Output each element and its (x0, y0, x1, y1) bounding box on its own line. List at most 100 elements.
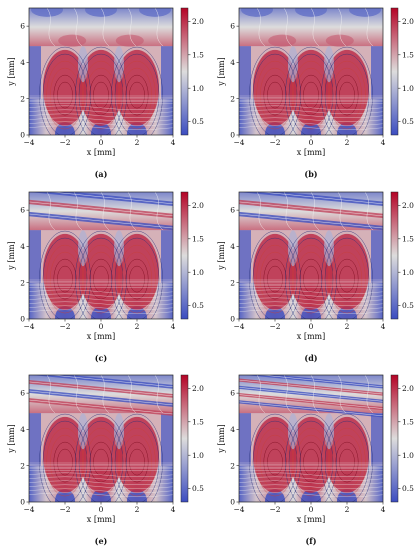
x-tick-label: 0 (309, 322, 314, 331)
y-tick-label: 2 (20, 278, 25, 287)
contour-line (252, 237, 298, 319)
contour-line (42, 53, 88, 135)
contour-line (283, 375, 293, 414)
contour-line (285, 230, 337, 319)
contour-line (154, 192, 164, 231)
contour-line (39, 230, 91, 319)
contour-line (249, 413, 301, 502)
contour-line (256, 8, 266, 47)
gap (324, 46, 334, 83)
contour-line (288, 237, 334, 319)
contour-line (324, 237, 370, 319)
contour-line (285, 46, 337, 135)
contour-line (249, 230, 301, 319)
contour-line (337, 192, 347, 231)
contour-line (29, 201, 173, 217)
gap (324, 413, 334, 450)
contour-line (154, 375, 164, 414)
contour-line (78, 420, 124, 502)
colorbar (180, 374, 189, 503)
contour-line (337, 8, 347, 47)
x-tick-label: 0 (99, 138, 104, 147)
contour-line (49, 434, 81, 490)
contour-line (29, 480, 173, 485)
upper-patch (241, 8, 273, 17)
colorbar (390, 191, 399, 320)
contour-line (321, 230, 373, 319)
x-tick-label: −2 (59, 505, 70, 514)
contour-line (339, 265, 355, 293)
contour-line (299, 441, 323, 483)
colorbar-tick-label: 1.0 (192, 84, 204, 93)
colorbar-tick-label: 1.0 (192, 268, 204, 277)
colorbar-tick-label: 2.0 (402, 201, 414, 210)
contour-line (82, 244, 120, 314)
contour-line (239, 394, 383, 409)
edge-left (29, 413, 41, 466)
y-axis-label: y [mm] (7, 424, 16, 453)
contour-line (89, 258, 113, 300)
upper-patch (31, 8, 63, 17)
gap (288, 413, 298, 450)
contour-line (39, 413, 91, 502)
contour-line (303, 448, 319, 476)
colorbar-tick-label: 0.5 (192, 117, 204, 126)
colorbar-tick-label: 1.5 (402, 417, 414, 426)
contour-line (256, 60, 294, 130)
contour-line (239, 121, 383, 126)
contour-line (295, 434, 327, 490)
contour-line (321, 46, 373, 135)
colorbar-tick-label: 1.0 (402, 451, 414, 460)
contour-line (85, 67, 117, 123)
contour-line (263, 441, 287, 483)
y-tick-label: 4 (20, 58, 25, 67)
contour-line (252, 53, 298, 135)
contour-line (42, 237, 88, 319)
colorbar-tick-label: 0.5 (192, 301, 204, 310)
colorbar-tick-label: 1.5 (192, 417, 204, 426)
contour-line (42, 420, 88, 502)
edge-right (161, 413, 173, 466)
contour-line (53, 258, 77, 300)
x-tick-label: 0 (99, 322, 104, 331)
contour-line (292, 60, 330, 130)
upper-patch (58, 34, 87, 47)
contour-line (73, 192, 83, 231)
colorbar-tick-label: 2.0 (402, 384, 414, 393)
contour-line (121, 434, 153, 490)
contour-line (239, 213, 383, 229)
contour-line (85, 251, 117, 307)
contour-line (118, 60, 156, 130)
contour-line (295, 67, 327, 123)
contour-line (93, 81, 109, 109)
x-tick-label: 2 (135, 505, 140, 514)
x-tick-label: 4 (171, 322, 176, 331)
contour-line (239, 492, 383, 497)
contour-line (239, 201, 383, 217)
contour-line (335, 441, 359, 483)
y-tick-label: 0 (230, 498, 235, 507)
contour-line (29, 476, 173, 481)
upper-patch (349, 8, 381, 17)
contour-line (46, 244, 84, 314)
contour-line (114, 237, 160, 319)
colorbar-tick-label: 0.5 (402, 301, 414, 310)
contour-line (100, 375, 110, 414)
contour-line (29, 125, 173, 130)
panel-c: −4 −2 0 2 4 0 2 4 6 x [mm] y [mm] 0.5 1.0 1.5 2.0 (c) (7, 191, 204, 363)
gap (324, 230, 334, 267)
heatmap-area (239, 192, 383, 319)
y-tick-label: 4 (20, 425, 25, 434)
y-tick-label: 6 (230, 389, 235, 398)
edge-left (239, 46, 251, 99)
x-tick-label: −4 (233, 138, 244, 147)
gap (78, 413, 88, 450)
contour-line (29, 399, 173, 415)
contour-line (364, 375, 374, 414)
x-tick-label: −4 (23, 138, 34, 147)
contour-line (111, 230, 163, 319)
low-spot (55, 306, 75, 319)
contour-line (29, 390, 173, 406)
upper-patch (139, 8, 171, 17)
contour-line (125, 258, 149, 300)
